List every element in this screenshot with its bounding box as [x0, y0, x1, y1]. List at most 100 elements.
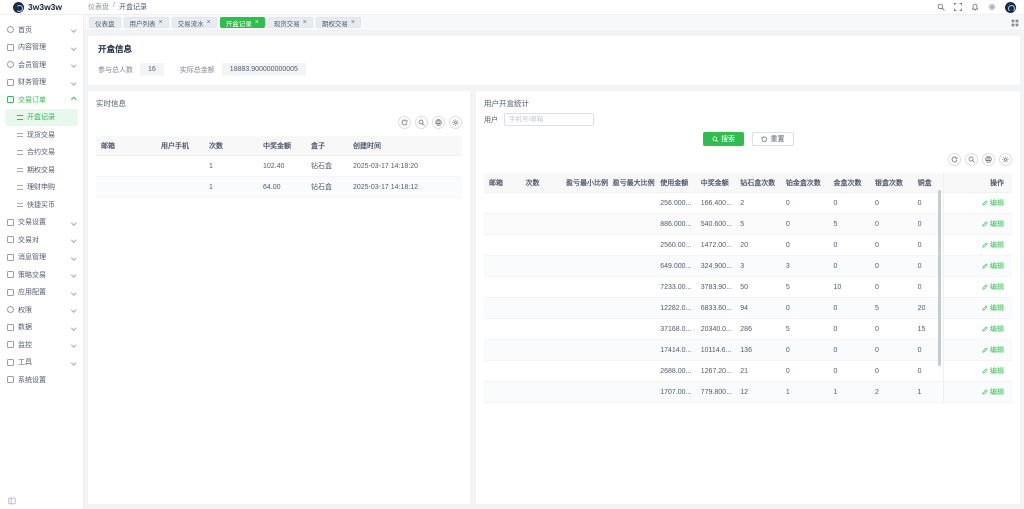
cell: 2025-03-17 14:18:20	[348, 155, 462, 177]
column-header: 盈亏最大比例	[607, 173, 656, 193]
tab-item[interactable]: 开盒记录 ×	[219, 17, 265, 28]
sidebar-item[interactable]: 系统设置	[0, 371, 83, 389]
sidebar-item[interactable]: 策略交易	[0, 266, 83, 284]
edit-link[interactable]: 编辑	[982, 261, 1004, 271]
user-search-input[interactable]	[504, 113, 594, 126]
cell	[561, 318, 608, 340]
gear-icon[interactable]	[988, 3, 996, 11]
close-icon[interactable]: ×	[206, 19, 211, 26]
tab-item[interactable]: 用户列表 ×	[123, 17, 169, 28]
sidebar-item[interactable]: 权限	[0, 301, 83, 319]
cell: 2025-03-17 14:18:12	[348, 176, 462, 198]
print-icon[interactable]	[982, 153, 995, 166]
edit-link[interactable]: 编辑	[982, 282, 1004, 292]
column-header: 银盒次数	[870, 173, 913, 193]
edit-link[interactable]: 编辑	[982, 198, 1004, 208]
tab-item[interactable]: 现货交易 ×	[267, 17, 313, 28]
cell: 649.000...	[655, 255, 696, 277]
edit-link[interactable]: 编辑	[982, 345, 1004, 355]
sidebar-subitem[interactable]: 期权交易	[5, 161, 78, 179]
sidebar-item[interactable]: 会员管理	[0, 56, 83, 74]
open-box-info-card: 开盒信息 参与总人数 16 实际总金额 18883.900000000005	[88, 36, 1020, 85]
cell: 50	[735, 276, 781, 298]
sidebar-item[interactable]: 交易对	[0, 231, 83, 249]
cell: 0	[780, 339, 829, 361]
avatar[interactable]	[1005, 1, 1016, 13]
bell-icon[interactable]	[971, 3, 979, 11]
sidebar-item[interactable]: 应用配置	[0, 284, 83, 302]
sidebar-item[interactable]: 内容管理	[0, 39, 83, 57]
cell	[520, 192, 561, 214]
tab-item[interactable]: 交易流水 ×	[171, 17, 217, 28]
cell	[520, 234, 561, 256]
reset-button[interactable]: 重置	[752, 132, 794, 146]
edit-link[interactable]: 编辑	[982, 240, 1004, 250]
sidebar-item[interactable]: 首页	[0, 21, 83, 39]
chevron-down-icon	[70, 219, 76, 225]
sidebar-subitem[interactable]: 快捷买币	[5, 196, 78, 214]
gear-icon[interactable]	[449, 116, 462, 129]
search-icon[interactable]	[937, 3, 945, 11]
chevron-down-icon	[70, 289, 76, 295]
fullscreen-icon[interactable]	[954, 3, 962, 11]
sidebar-item[interactable]: 交易订单	[0, 91, 83, 109]
edit-link[interactable]: 编辑	[982, 324, 1004, 334]
edit-link[interactable]: 编辑	[982, 387, 1004, 397]
sidebar-item[interactable]: 消息管理	[0, 249, 83, 267]
tab-item[interactable]: 仪表盘	[89, 17, 121, 28]
refresh-icon[interactable]	[948, 153, 961, 166]
cell: 钻石盒	[306, 176, 348, 198]
sidebar-item-label: 会员管理	[18, 61, 46, 69]
sidebar-item[interactable]: 监控	[0, 336, 83, 354]
close-icon[interactable]: ×	[254, 19, 259, 26]
tab-label: 开盒记录	[225, 20, 252, 28]
cell: 256.000...	[655, 192, 696, 214]
edit-link[interactable]: 编辑	[982, 366, 1004, 376]
refresh-icon[interactable]	[398, 116, 411, 129]
column-header: 创建时间	[348, 136, 462, 156]
sidebar-item[interactable]: 数据	[0, 319, 83, 337]
logo-icon	[13, 1, 24, 13]
tab-options-grid-icon[interactable]	[1011, 19, 1019, 27]
tab-label: 交易流水	[177, 20, 204, 28]
gear-icon[interactable]	[999, 153, 1012, 166]
edit-link[interactable]: 编辑	[982, 303, 1004, 313]
edit-label: 编辑	[990, 221, 1004, 228]
sidebar-subitem-label: 理财申购	[27, 184, 55, 192]
sidebar-item-label: 财务管理	[18, 79, 46, 87]
tab-item[interactable]: 期权交易 ×	[315, 17, 361, 28]
search-button[interactable]: 搜索	[702, 132, 744, 146]
sidebar-item-label: 首页	[18, 26, 32, 34]
cell	[484, 339, 521, 361]
cell	[561, 255, 608, 277]
cell: 0	[780, 213, 829, 235]
edit-link[interactable]: 编辑	[982, 219, 1004, 229]
pencil-icon	[982, 284, 988, 290]
sidebar-subitem[interactable]: 现货交易	[5, 126, 78, 144]
sidebar-subitem[interactable]: 理财申购	[5, 179, 78, 197]
cell	[561, 234, 608, 256]
sidebar-collapse-icon[interactable]	[8, 497, 16, 505]
print-icon[interactable]	[432, 116, 445, 129]
sidebar-item[interactable]: 财务管理	[0, 74, 83, 92]
tab-label: 期权交易	[321, 20, 348, 28]
cell: 1	[912, 381, 943, 403]
breadcrumb-root[interactable]: 仪表盘	[88, 4, 109, 11]
chevron-down-icon	[70, 254, 76, 260]
table-row: 649.000... 324.900... 3 3 0 0 0 编辑	[484, 255, 1012, 277]
table-row: 1 102.40 钻石盒 2025-03-17 14:18:20	[96, 155, 462, 177]
sidebar-item[interactable]: 交易设置	[0, 214, 83, 232]
search-icon[interactable]	[415, 116, 428, 129]
close-icon[interactable]: ×	[350, 19, 355, 26]
close-icon[interactable]: ×	[302, 19, 307, 26]
pencil-icon	[982, 368, 988, 374]
sidebar-item[interactable]: 工具	[0, 354, 83, 372]
chevron-down-icon	[70, 79, 76, 85]
cell	[607, 339, 656, 361]
sidebar-subitem[interactable]: 开盒记录	[5, 108, 78, 126]
sidebar-subitem[interactable]: 合约交易	[5, 144, 78, 162]
sidebar-subitem-label: 合约交易	[27, 149, 55, 157]
close-icon[interactable]: ×	[158, 19, 163, 26]
table-scrollbar[interactable]	[938, 190, 941, 366]
search-icon[interactable]	[965, 153, 978, 166]
